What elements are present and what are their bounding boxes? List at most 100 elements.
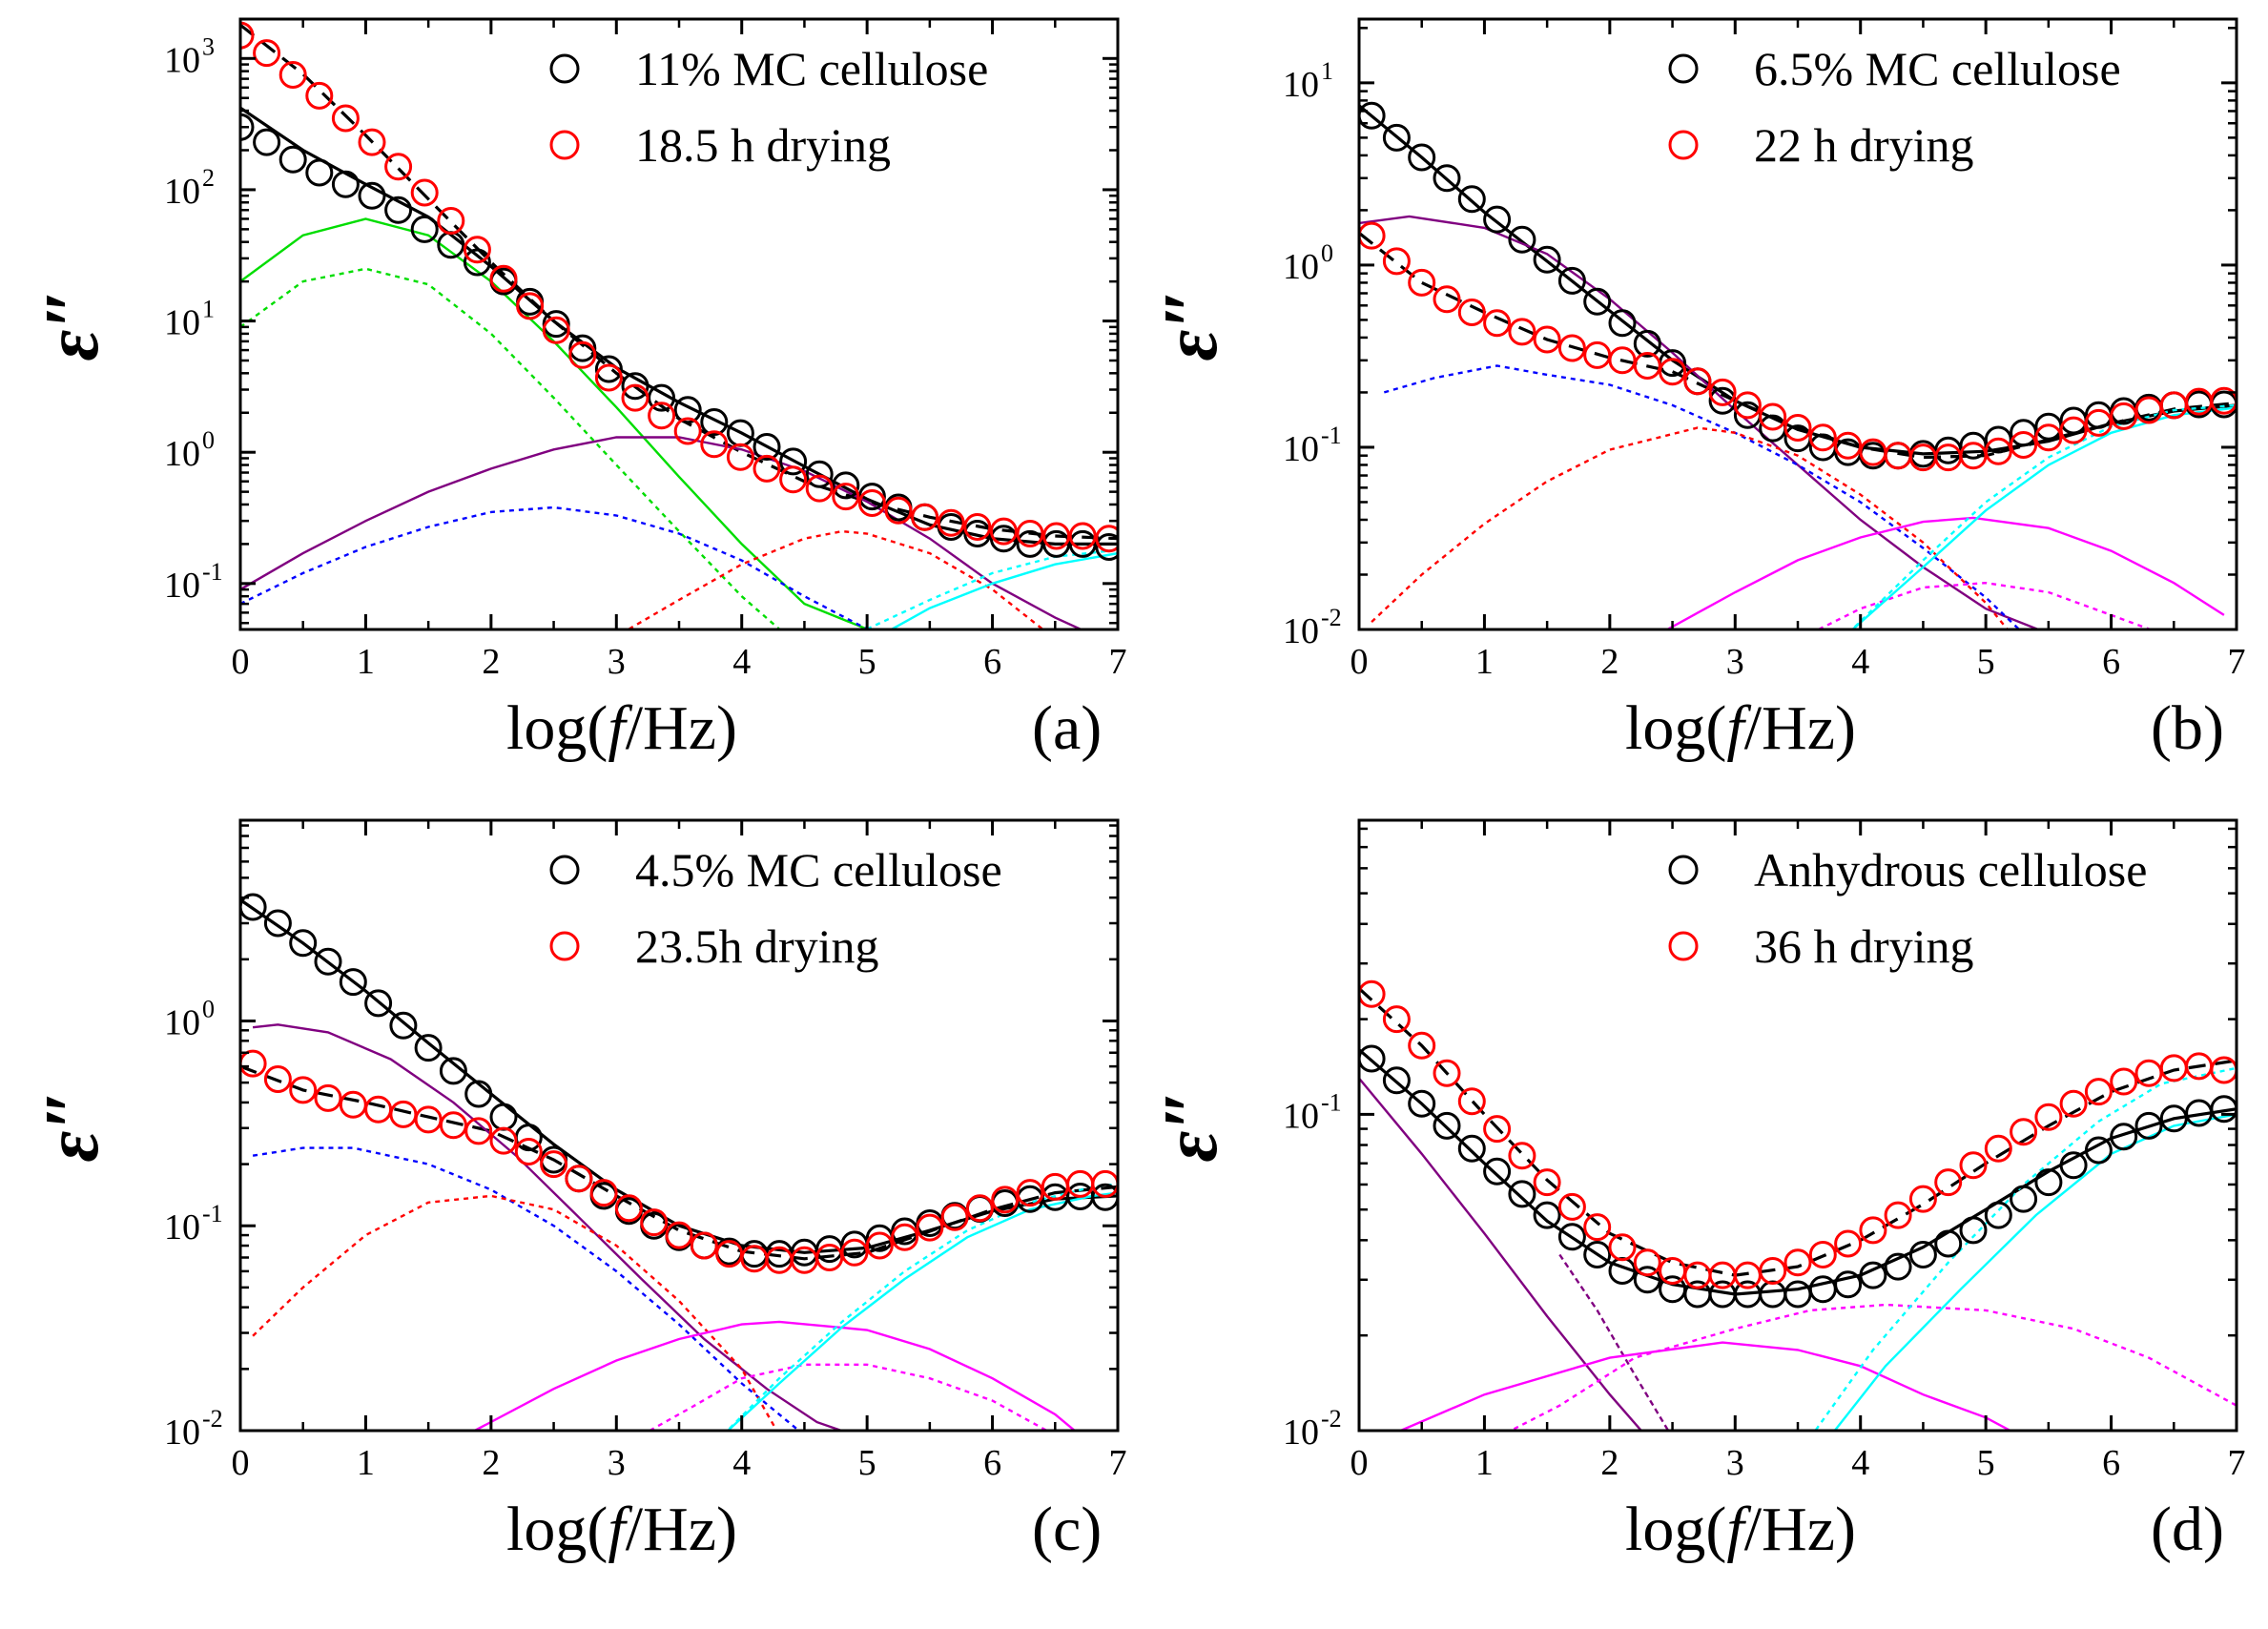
series-line-magenta — [1664, 516, 2225, 629]
plot-area — [240, 893, 1118, 1431]
data-point — [1382, 247, 1411, 276]
y-tick-label: 10 — [1283, 429, 1319, 469]
series-line-cyan — [726, 1191, 1118, 1431]
data-point — [1808, 1241, 1837, 1268]
data-point — [1016, 1179, 1044, 1207]
data-point — [464, 1080, 493, 1108]
x-tick-label: 6 — [2102, 642, 2120, 682]
data-point — [1783, 1280, 1812, 1309]
data-point — [779, 447, 808, 476]
series-line-magenta — [1397, 1341, 2013, 1431]
data-point — [940, 1203, 969, 1231]
series-line-cyan — [891, 551, 1118, 629]
data-point — [840, 1238, 869, 1267]
x-tick-label: 6 — [983, 642, 1001, 682]
data-point — [1934, 1229, 1963, 1258]
x-tick-label: 0 — [232, 1443, 250, 1483]
data-point — [516, 292, 545, 320]
y-tick-label: 10 — [164, 1002, 200, 1042]
data-point — [805, 460, 834, 488]
data-point — [1016, 529, 1044, 558]
legend-label: 11% MC cellulose — [635, 42, 988, 95]
data-point — [1759, 1257, 1787, 1285]
series-line-green-dotted — [240, 267, 780, 629]
data-point — [289, 1076, 318, 1104]
data-point — [1068, 529, 1097, 558]
legend-marker — [1668, 931, 1699, 961]
y-tick-exponent: 0 — [202, 426, 215, 454]
data-point — [1783, 1248, 1812, 1277]
data-point — [1095, 525, 1118, 553]
x-tick-label: 4 — [732, 1443, 751, 1483]
data-point — [1834, 1270, 1863, 1299]
data-point — [1408, 1089, 1436, 1118]
data-point — [314, 947, 342, 976]
data-point — [358, 128, 386, 156]
data-point — [410, 215, 439, 243]
data-point — [991, 1186, 1020, 1214]
series-line-purple — [240, 436, 1082, 629]
data-point — [1708, 378, 1737, 406]
data-point — [2084, 1078, 2113, 1106]
legend-label: 23.5h drying — [635, 919, 879, 973]
series-line-red-dotted — [628, 529, 1043, 629]
y-tick-label: 10 — [1283, 1412, 1319, 1453]
data-point — [489, 1103, 518, 1131]
data-point — [1533, 325, 1561, 354]
legend-marker — [1668, 855, 1699, 885]
y-tick-exponent: -2 — [1321, 1405, 1342, 1433]
data-point — [648, 383, 676, 412]
data-point — [1984, 1134, 2012, 1163]
data-point — [1908, 1241, 1937, 1268]
data-point — [765, 1246, 794, 1274]
data-point — [648, 402, 676, 430]
data-point — [1659, 358, 1687, 386]
plot-area — [1359, 101, 2237, 629]
data-point — [1708, 1261, 1737, 1289]
x-tick-label: 1 — [357, 1443, 375, 1483]
data-point — [568, 340, 597, 369]
data-point — [1934, 1168, 1963, 1197]
data-point — [339, 968, 367, 997]
data-point — [331, 104, 360, 133]
data-point — [1508, 1180, 1536, 1208]
data-point — [2059, 416, 2088, 444]
y-tick-label: 10 — [164, 40, 200, 80]
y-tick-exponent: -1 — [202, 1200, 223, 1227]
x-tick-label: 6 — [983, 1443, 1001, 1483]
data-point — [673, 417, 702, 445]
data-point — [384, 153, 413, 181]
legend-label: 22 h drying — [1754, 118, 1974, 172]
data-point — [1608, 309, 1637, 338]
data-point — [965, 1194, 994, 1223]
x-tick-label: 2 — [482, 642, 500, 682]
data-point — [1557, 1192, 1586, 1221]
x-tick-label: 2 — [1600, 642, 1619, 682]
data-point — [384, 196, 413, 224]
series-line-green — [240, 217, 868, 629]
panel-label: (c) — [1032, 1495, 1102, 1564]
data-point — [2110, 1067, 2138, 1096]
data-point — [963, 513, 992, 541]
data-point — [2034, 1103, 2063, 1131]
data-point — [1583, 287, 1612, 316]
x-tick-label: 4 — [1851, 1443, 1869, 1483]
data-point — [865, 1231, 894, 1260]
data-point — [240, 21, 255, 50]
data-point — [514, 1138, 543, 1165]
legend-marker — [549, 130, 580, 160]
data-point — [690, 1231, 718, 1260]
data-point — [1557, 266, 1586, 295]
x-tick-label: 5 — [858, 1443, 876, 1483]
data-point — [1457, 185, 1486, 214]
y-tick-label: 10 — [164, 434, 200, 474]
series-line-blue-dotted — [252, 1146, 801, 1431]
data-point — [1583, 1213, 1612, 1242]
data-point — [937, 508, 965, 537]
data-point — [1457, 1134, 1486, 1163]
data-point — [1457, 1087, 1486, 1116]
data-point — [594, 363, 623, 392]
x-tick-label: 1 — [357, 642, 375, 682]
